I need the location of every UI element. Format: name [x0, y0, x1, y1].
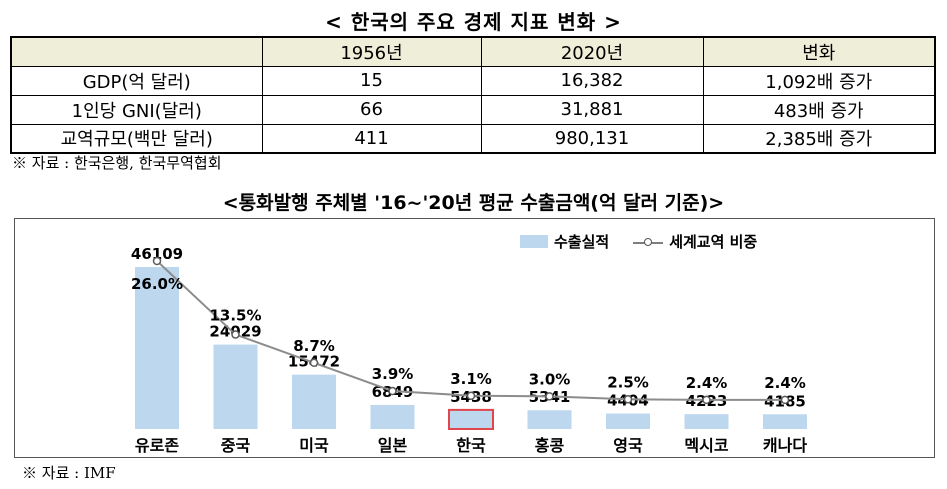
legend-bar-label: 수출실적 — [554, 233, 610, 251]
category-label: 미국 — [299, 436, 329, 455]
table-header-cell: 2020년 — [480, 36, 704, 67]
bar — [292, 374, 336, 429]
table-cell: 483배 증가 — [702, 94, 936, 125]
share-value-label: 2.4% — [686, 374, 728, 392]
bar-value-label: 46109 — [131, 245, 183, 263]
category-label: 한국 — [456, 436, 486, 455]
table-cell: 1,092배 증가 — [702, 65, 936, 96]
table-header-cell: 1956년 — [261, 36, 482, 67]
share-value-label: 3.1% — [450, 370, 492, 388]
table-cell: 16,382 — [480, 65, 704, 96]
category-label: 멕시코 — [684, 436, 728, 455]
chart-title: <통화발행 주체별 '16~'20년 평균 수출금액(억 달러 기준)> — [222, 192, 725, 214]
table-row-label: 교역규모(백만 달러) — [10, 123, 263, 154]
table-cell: 980,131 — [480, 123, 704, 154]
table-header-cell: 변화 — [702, 36, 936, 67]
share-point — [231, 330, 240, 339]
bar — [606, 413, 650, 429]
category-label: 유로존 — [135, 436, 179, 455]
export-chart: 46109유로존24029중국15472미국6849일본5438한국5341홍콩… — [131, 245, 807, 455]
table-row: 1인당 GNI(달러) 66 31,881 483배 증가 — [10, 94, 936, 125]
share-value-label: 8.7% — [293, 337, 335, 355]
share-value-label: 2.4% — [764, 374, 806, 392]
table-header-cell — [10, 36, 263, 67]
table-source-note: ※ 자료 : 한국은행, 한국무역협회 — [12, 154, 222, 172]
table-cell: 15 — [261, 65, 482, 96]
bar — [135, 267, 179, 429]
table-cell: 411 — [261, 123, 482, 154]
table-row-label: GDP(억 달러) — [10, 65, 263, 96]
chart-area: 46109유로존24029중국15472미국6849일본5438한국5341홍콩… — [14, 218, 935, 458]
bar — [684, 414, 729, 429]
share-point — [466, 391, 476, 401]
share-point — [702, 395, 711, 405]
share-point — [545, 392, 554, 401]
chart-source-note: ※ 자료 : IMF — [22, 464, 116, 482]
bar — [527, 410, 572, 429]
share-point — [623, 395, 633, 404]
bar — [763, 414, 807, 429]
table-header-row: 1956년 2020년 변화 — [10, 36, 936, 67]
share-point — [309, 358, 319, 368]
share-value-label: 3.9% — [372, 365, 414, 383]
table-cell: 31,881 — [480, 94, 704, 125]
category-label: 영국 — [613, 436, 643, 455]
category-label: 중국 — [221, 436, 251, 455]
category-label: 일본 — [378, 436, 408, 455]
share-value-label: 2.5% — [607, 373, 649, 391]
table-row: GDP(억 달러) 15 16,382 1,092배 증가 — [10, 65, 936, 96]
share-value-label: 13.5% — [209, 307, 261, 325]
chart-legend: 수출실적 세계교역 비중 — [520, 231, 757, 252]
bar — [213, 344, 258, 429]
bar — [370, 404, 415, 429]
category-label: 홍콩 — [535, 436, 565, 455]
table-row-label: 1인당 GNI(달러) — [10, 94, 263, 125]
table-cell: 66 — [261, 94, 482, 125]
legend-bar-swatch — [520, 235, 548, 248]
share-value-label: 3.0% — [529, 370, 571, 388]
category-label: 캐나다 — [763, 436, 807, 455]
share-value-label: 26.0% — [131, 275, 183, 293]
legend-line-label: 세계교역 비중 — [669, 233, 758, 251]
economic-indicators-table: 1956년 2020년 변화 GDP(억 달러) 15 16,382 1,092… — [10, 36, 936, 154]
table-row: 교역규모(백만 달러) 411 980,131 2,385배 증가 — [10, 123, 936, 154]
bar — [448, 408, 494, 431]
share-point — [780, 395, 790, 405]
table-cell: 2,385배 증가 — [702, 123, 936, 154]
share-point — [152, 256, 162, 266]
table-title: < 한국의 주요 경제 지표 변화 > — [325, 10, 622, 34]
legend-line-swatch — [633, 237, 664, 246]
share-point — [388, 386, 397, 396]
